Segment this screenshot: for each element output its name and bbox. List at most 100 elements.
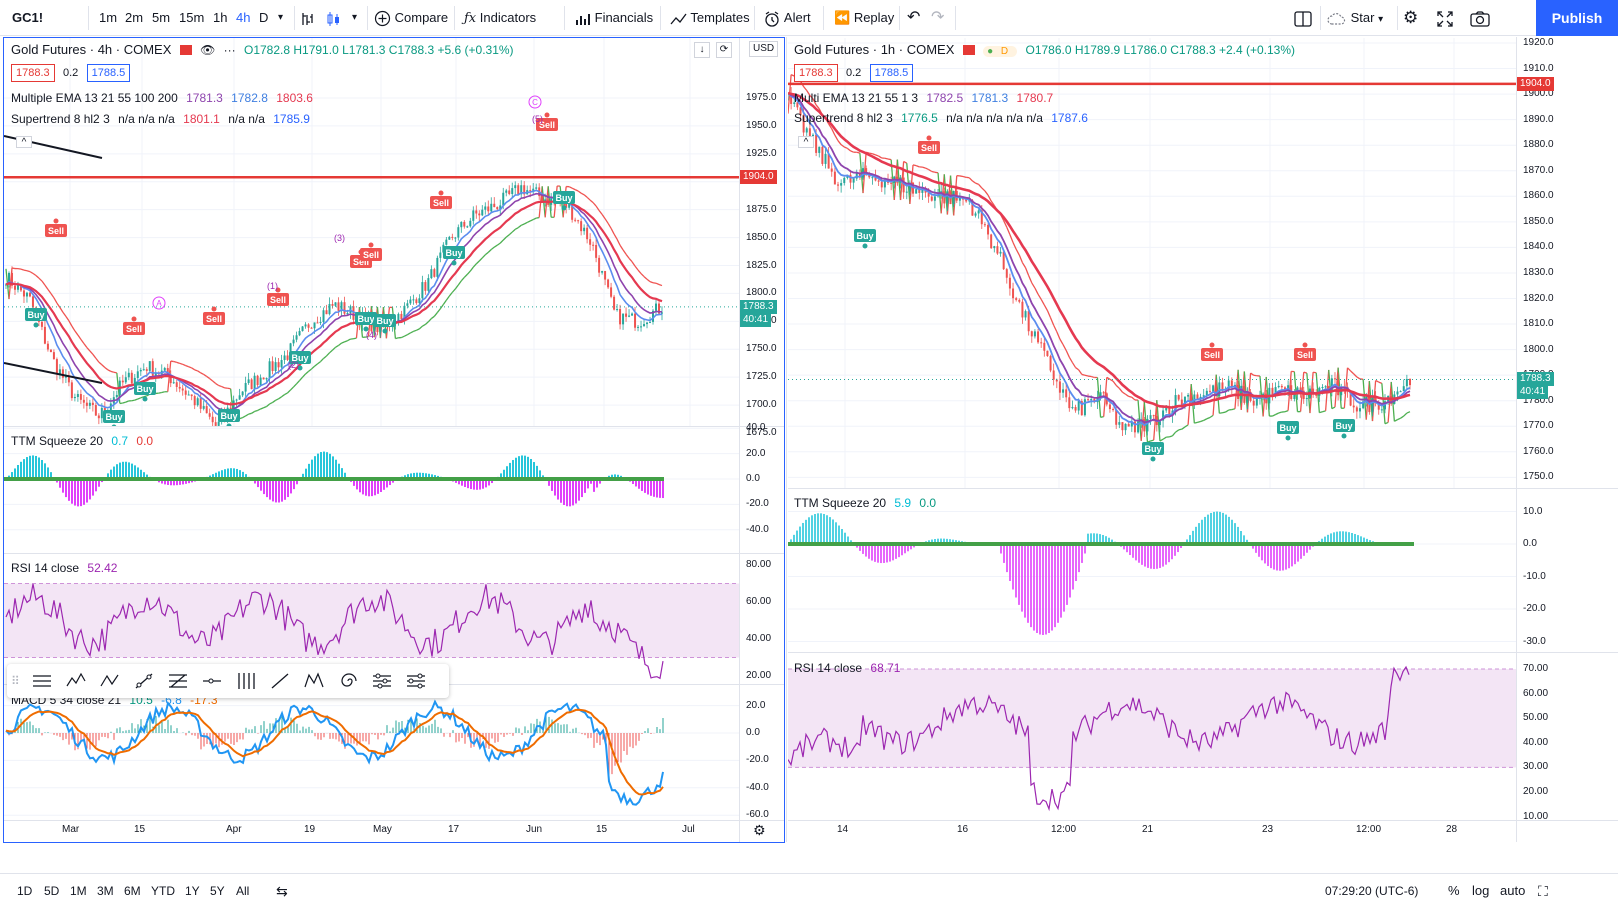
horizontal-ray-icon[interactable] bbox=[201, 671, 223, 691]
bar-countdown-tag[interactable]: 40:41 bbox=[1517, 385, 1548, 399]
interval-1h[interactable]: 1h bbox=[213, 0, 227, 36]
right-rsi-pane[interactable] bbox=[788, 653, 1516, 820]
interval-1m[interactable]: 1m bbox=[99, 0, 117, 36]
ask-price[interactable]: 1788.5 bbox=[870, 64, 914, 82]
chart-type-dropdown-icon[interactable]: ▾ bbox=[352, 0, 357, 36]
replay-button[interactable]: ⏪ Replay bbox=[834, 0, 894, 36]
interval-2m[interactable]: 2m bbox=[125, 0, 143, 36]
layout-icon[interactable] bbox=[1294, 0, 1312, 36]
abc-pattern-icon[interactable] bbox=[99, 671, 121, 691]
vertical-bars-icon[interactable] bbox=[235, 671, 257, 691]
range-1Y[interactable]: 1Y bbox=[185, 874, 200, 908]
candle-body bbox=[517, 185, 519, 194]
right-ttm-pane[interactable] bbox=[788, 489, 1516, 652]
candle-body bbox=[1403, 386, 1405, 391]
sell-signal: Sell bbox=[1294, 343, 1316, 362]
scroll-down-icon[interactable]: ↓ bbox=[694, 42, 710, 58]
more-icon[interactable]: ··· bbox=[224, 43, 236, 57]
templates-button[interactable]: Templates bbox=[670, 0, 750, 36]
trend-line-icon[interactable] bbox=[133, 671, 155, 691]
fib-spiral-icon[interactable] bbox=[337, 671, 359, 691]
clock-time[interactable]: 07:29:20 (UTC-6) bbox=[1325, 874, 1418, 908]
chart-type-candles-icon[interactable] bbox=[326, 0, 342, 36]
supertrend-line bbox=[24, 270, 27, 271]
ask-price[interactable]: 1788.5 bbox=[87, 64, 131, 82]
range-1D[interactable]: 1D bbox=[17, 874, 32, 908]
camera-snapshot-icon[interactable] bbox=[1470, 0, 1490, 36]
compare-button[interactable]: Compare bbox=[374, 0, 448, 36]
interval-D[interactable]: D bbox=[259, 0, 268, 36]
last-price-tag[interactable]: 1788.3 bbox=[1517, 372, 1554, 386]
settings-gear-icon[interactable]: ⚙ bbox=[1403, 0, 1418, 36]
interval-dropdown-icon[interactable]: ▾ bbox=[278, 0, 283, 36]
candle-body bbox=[200, 398, 202, 409]
drag-handle-icon[interactable]: ⠿ bbox=[11, 671, 21, 691]
axis-tick-label: 70.00 bbox=[1523, 663, 1548, 674]
expand-icon[interactable]: ⛶ bbox=[1538, 874, 1548, 908]
range-5Y[interactable]: 5Y bbox=[210, 874, 225, 908]
bar-countdown-tag[interactable]: 40:41 bbox=[740, 313, 771, 327]
chart-type-bars-icon[interactable] bbox=[300, 0, 316, 36]
chart-settings-gear-icon[interactable]: ⚙ bbox=[753, 822, 766, 839]
flag-icon[interactable] bbox=[180, 45, 192, 55]
financials-button[interactable]: Financials bbox=[575, 0, 653, 36]
candle-body bbox=[311, 328, 313, 329]
supertrend-line bbox=[488, 250, 491, 253]
collapse-legend-icon[interactable]: ^ bbox=[798, 136, 814, 148]
horizontal-lines-icon[interactable] bbox=[31, 671, 53, 691]
range-3M[interactable]: 3M bbox=[97, 874, 114, 908]
range-1M[interactable]: 1M bbox=[70, 874, 87, 908]
range-YTD[interactable]: YTD bbox=[151, 874, 175, 908]
star-button[interactable]: Star ▾ bbox=[1327, 0, 1383, 36]
publish-button[interactable]: Publish bbox=[1536, 0, 1618, 36]
interval-15m[interactable]: 15m bbox=[179, 0, 204, 36]
fullscreen-icon[interactable] bbox=[1437, 0, 1453, 36]
range-6M[interactable]: 6M bbox=[124, 874, 141, 908]
eye-icon[interactable]: 👁 bbox=[200, 43, 215, 57]
interval-4h[interactable]: 4h bbox=[236, 0, 250, 36]
indicators-button[interactable]: ƒx Indicators bbox=[464, 0, 536, 36]
supertrend-line bbox=[530, 220, 533, 221]
xabcd-pattern-icon[interactable] bbox=[303, 671, 325, 691]
log-toggle[interactable]: log bbox=[1472, 874, 1489, 908]
level-price-tag[interactable]: 1904.0 bbox=[1517, 77, 1554, 91]
ray-icon[interactable] bbox=[269, 671, 291, 691]
collapse-legend-icon[interactable]: ^ bbox=[16, 136, 32, 148]
settings-sliders-icon[interactable] bbox=[371, 671, 393, 691]
elliott-wave-icon[interactable] bbox=[65, 671, 87, 691]
flag-icon[interactable] bbox=[963, 45, 975, 55]
symbol-search[interactable]: GC1! bbox=[12, 0, 43, 36]
range-All[interactable]: All bbox=[236, 874, 249, 908]
candle-body bbox=[1103, 392, 1105, 393]
supertrend-line bbox=[963, 177, 966, 178]
right-ttm-plot bbox=[788, 489, 1516, 652]
refresh-icon[interactable]: ⟳ bbox=[716, 42, 732, 58]
percent-toggle[interactable]: % bbox=[1448, 874, 1460, 908]
interval-5m[interactable]: 5m bbox=[152, 0, 170, 36]
candle-body bbox=[601, 271, 603, 273]
auto-toggle[interactable]: auto bbox=[1500, 874, 1525, 908]
object-tree-icon[interactable] bbox=[405, 671, 427, 691]
redo-icon[interactable]: ↷ bbox=[931, 0, 944, 36]
bid-price[interactable]: 1788.3 bbox=[11, 64, 55, 82]
left-price-axis[interactable]: 1975.01950.01925.01900.01875.01850.01825… bbox=[740, 38, 784, 426]
level-price-tag[interactable]: 1904.0 bbox=[740, 170, 777, 184]
supertrend-line bbox=[1169, 436, 1172, 437]
fib-retracement-icon[interactable] bbox=[167, 671, 189, 691]
supertrend-line bbox=[1069, 357, 1072, 362]
alert-button[interactable]: Alert bbox=[764, 0, 811, 36]
bid-price[interactable]: 1788.3 bbox=[794, 64, 838, 82]
last-price-tag[interactable]: 1788.3 bbox=[740, 300, 777, 314]
range-5D[interactable]: 5D bbox=[44, 874, 59, 908]
go-to-date-icon[interactable]: ⇆ bbox=[276, 874, 288, 908]
undo-icon[interactable]: ↶ bbox=[907, 0, 920, 36]
